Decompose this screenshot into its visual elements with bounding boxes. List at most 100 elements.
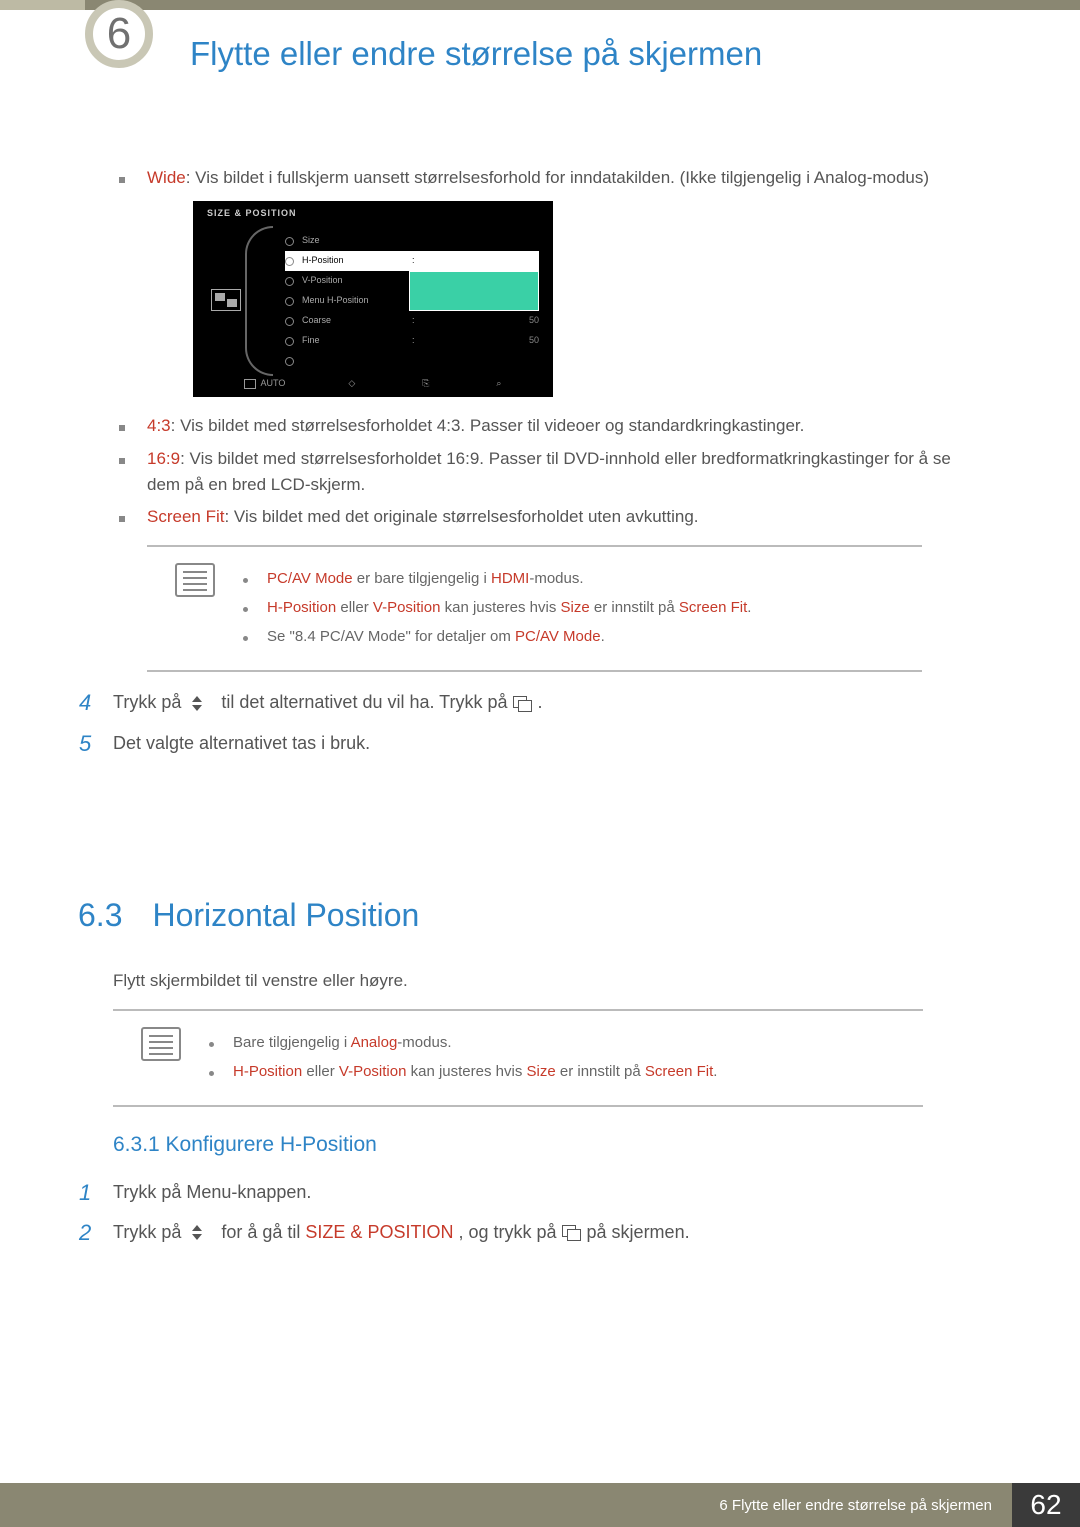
bullet-text: : Vis bildet i fullskjerm uansett større… (186, 168, 929, 187)
note-text: . (601, 628, 605, 645)
osd-row-label: Menu H-Position (302, 294, 412, 308)
note-icon (175, 563, 215, 597)
note-text: -modus. (529, 570, 583, 587)
up-down-arrow-icon (186, 696, 216, 712)
note-text: kan justeres hvis (406, 1063, 526, 1080)
numbered-step: 5 Det valgte alternativet tas i bruk. (79, 727, 963, 761)
dot-icon (237, 625, 267, 648)
osd-dot-icon (285, 237, 294, 246)
dot-icon (237, 567, 267, 590)
osd-sym-icon: ⌕ (496, 377, 501, 391)
top-bar-accent (0, 0, 85, 10)
osd-row-label: V-Position (302, 274, 412, 288)
note-block: Bare tilgjengelig i Analog-modus. H-Posi… (113, 1009, 923, 1108)
note-text: Se "8.4 PC/AV Mode" for detaljer om (267, 628, 515, 645)
osd-bottom-label: AUTO (260, 377, 285, 391)
step-number: 5 (79, 727, 113, 761)
note-ref: Analog (351, 1034, 398, 1051)
step-number: 2 (79, 1216, 113, 1250)
osd-sym-icon (244, 379, 256, 389)
osd-title: SIZE & POSITION (207, 207, 297, 221)
osd-dot-icon (285, 357, 294, 366)
note-ref: PC/AV Mode (267, 570, 353, 587)
note-bullet: PC/AV Mode er bare tilgjengelig i HDMI-m… (237, 567, 902, 590)
osd-bottom-item: ◇ (348, 377, 359, 391)
note-text: Bare tilgjengelig i (233, 1034, 351, 1051)
bullet-label: 16:9 (147, 449, 180, 468)
page-title: Flytte eller endre størrelse på skjermen (190, 35, 762, 73)
bullet-item: Screen Fit: Vis bildet med det originale… (113, 504, 963, 530)
note-bullet: Se "8.4 PC/AV Mode" for detaljer om PC/A… (237, 625, 902, 648)
bullet-label: 4:3 (147, 416, 171, 435)
note-bullet: Bare tilgjengelig i Analog-modus. (203, 1031, 903, 1054)
bullet-text: : Vis bildet med størrelsesforholdet 16:… (147, 449, 951, 494)
bullet-marker-icon (113, 446, 147, 499)
osd-screenshot: SIZE & POSITION Size H-Position : V-Posi… (193, 201, 553, 397)
step-text: til det alternativet du vil ha. Trykk på (221, 692, 512, 712)
note-text: er bare tilgjengelig i (353, 570, 491, 587)
page-footer: 6 Flytte eller endre størrelse på skjerm… (0, 1483, 1080, 1527)
osd-category-icon (211, 289, 241, 311)
footer-text: 6 Flytte eller endre størrelse på skjerm… (719, 1497, 992, 1514)
note-text: er innstilt på (590, 599, 679, 616)
bullet-text: : Vis bildet med det originale størrelse… (224, 507, 698, 526)
section-header: 6.3 Horizontal Position (78, 831, 963, 941)
numbered-step: 1 Trykk på Menu-knappen. (79, 1176, 963, 1210)
footer-page-number: 62 (1012, 1483, 1080, 1527)
bullet-marker-icon (113, 504, 147, 530)
osd-colon: : (412, 314, 422, 328)
note-ref: Size (527, 1063, 556, 1080)
osd-sym-icon: ⎘ (422, 377, 429, 391)
step-text: Trykk på (113, 1222, 186, 1242)
osd-dot-icon (285, 337, 294, 346)
note-ref: PC/AV Mode (515, 628, 601, 645)
osd-row: Fine : 50 (285, 331, 539, 351)
osd-sym-icon: ◇ (348, 377, 355, 391)
osd-bottom-item: AUTO (244, 377, 285, 391)
screens-icon (562, 1225, 582, 1241)
section-title: Horizontal Position (152, 891, 419, 941)
note-bullet: H-Position eller V-Position kan justeres… (237, 596, 902, 619)
step-number: 1 (79, 1176, 113, 1210)
step-number: 4 (79, 686, 113, 720)
osd-row-label: Fine (302, 334, 412, 348)
note-text: -modus. (397, 1034, 451, 1051)
note-ref: HDMI (491, 570, 529, 587)
bullet-marker-icon (113, 413, 147, 439)
osd-bottom-item: ⎘ (422, 377, 433, 391)
note-ref: Screen Fit (645, 1063, 713, 1080)
osd-row-value: 50 (529, 314, 539, 328)
osd-bottom-bar: AUTO ◇ ⎘ ⌕ (193, 377, 553, 391)
osd-row-label: Size (302, 234, 412, 248)
note-ref: V-Position (339, 1063, 407, 1080)
subsection-title: 6.3.1 Konfigurere H-Position (113, 1129, 963, 1162)
osd-bottom-item: ⌕ (496, 377, 501, 391)
chapter-badge: 6 (85, 0, 153, 68)
note-bullet: H-Position eller V-Position kan justeres… (203, 1060, 903, 1083)
dot-icon (203, 1060, 233, 1083)
bullet-text: : Vis bildet med størrelsesforholdet 4:3… (171, 416, 805, 435)
numbered-step: 2 Trykk på for å gå til SIZE & POSITION … (79, 1216, 963, 1250)
osd-dot-icon (285, 257, 294, 266)
note-text: eller (302, 1063, 339, 1080)
osd-row-label: Coarse (302, 314, 412, 328)
bullet-label: Wide (147, 168, 186, 187)
osd-row: H-Position : (285, 251, 539, 271)
note-text: . (747, 599, 751, 616)
osd-row: Size (285, 231, 539, 251)
bullet-marker-icon (113, 165, 147, 191)
step-text: på skjermen. (587, 1222, 690, 1242)
osd-dot-icon (285, 317, 294, 326)
osd-rows: Size H-Position : V-Position Menu H-Posi… (285, 231, 539, 371)
note-ref: Size (561, 599, 590, 616)
osd-dot-icon (285, 277, 294, 286)
step-text: for å gå til (221, 1222, 305, 1242)
note-ref: H-Position (267, 599, 336, 616)
note-block: PC/AV Mode er bare tilgjengelig i HDMI-m… (147, 545, 922, 673)
section-number: 6.3 (78, 891, 122, 941)
osd-row-label: H-Position (302, 254, 412, 268)
top-bar (0, 0, 1080, 10)
osd-row: Coarse : 50 (285, 311, 539, 331)
up-down-arrow-icon (186, 1225, 216, 1241)
bullet-item: 16:9: Vis bildet med størrelsesforholdet… (113, 446, 963, 499)
